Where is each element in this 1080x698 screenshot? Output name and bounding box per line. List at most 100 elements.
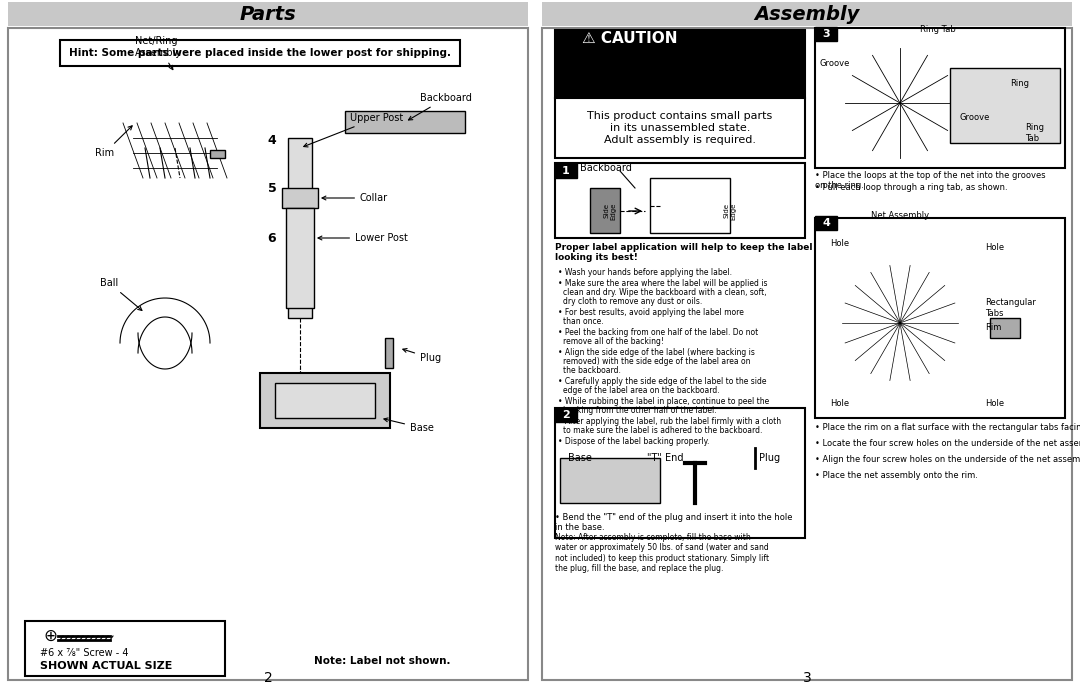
Text: Note: After assembly is complete, fill the base with
water or approximately 50 l: Note: After assembly is complete, fill t… — [555, 533, 769, 573]
Text: the backboard.: the backboard. — [563, 366, 621, 375]
Text: • Align the side edge of the label (where backing is: • Align the side edge of the label (wher… — [558, 348, 755, 357]
Bar — [555, 98, 805, 158]
Text: • Make sure the area where the label will be applied is: • Make sure the area where the label wil… — [558, 279, 768, 288]
Text: clean and dry. Wipe the backboard with a clean, soft,: clean and dry. Wipe the backboard with a… — [563, 288, 767, 297]
Text: than once.: than once. — [563, 317, 604, 326]
Bar — [561, 458, 660, 503]
Bar — [650, 178, 730, 233]
Text: removed) with the side edge of the label area on: removed) with the side edge of the label… — [563, 357, 751, 366]
Bar — [210, 150, 225, 158]
Text: SHOWN ACTUAL SIZE: SHOWN ACTUAL SIZE — [40, 661, 173, 671]
Text: Side
Edge: Side Edge — [724, 202, 737, 220]
Text: • Place the net assembly onto the rim.: • Place the net assembly onto the rim. — [815, 471, 977, 480]
Text: Base: Base — [568, 453, 592, 463]
Text: • Locate the four screw holes on the underside of the net assembly.: • Locate the four screw holes on the und… — [815, 439, 1080, 448]
Bar — [950, 68, 1059, 143]
Bar — [260, 373, 390, 428]
Bar — [60, 40, 460, 66]
Text: • Align the four screw holes on the underside of the net assembly with the four : • Align the four screw holes on the unde… — [815, 455, 1080, 464]
Text: • Place the loops at the top of the net into the grooves
on the ring.: • Place the loops at the top of the net … — [815, 171, 1045, 191]
Text: Groove: Groove — [960, 114, 990, 123]
Circle shape — [945, 368, 955, 378]
Circle shape — [740, 468, 770, 498]
Text: Ring
Tab: Ring Tab — [1025, 124, 1044, 142]
Bar — [288, 138, 312, 318]
Text: Lower Post: Lower Post — [318, 233, 408, 243]
Text: • Peel the backing from one half of the label. Do not: • Peel the backing from one half of the … — [558, 328, 758, 337]
Text: Ring Tab: Ring Tab — [920, 26, 956, 34]
Text: Assembly: Assembly — [754, 4, 860, 24]
Text: 1: 1 — [562, 166, 570, 176]
Bar — [25, 621, 225, 676]
Bar — [555, 408, 805, 538]
Circle shape — [846, 368, 855, 378]
Circle shape — [379, 328, 399, 348]
Text: • Bend the "T" end of the plug and insert it into the hole
in the base.: • Bend the "T" end of the plug and inser… — [555, 513, 793, 533]
Bar — [815, 218, 1065, 418]
Bar — [555, 163, 577, 178]
Text: Backboard: Backboard — [408, 93, 472, 120]
Text: Plug: Plug — [403, 348, 441, 363]
Text: Note: Label not shown.: Note: Label not shown. — [313, 656, 450, 666]
Text: 3: 3 — [802, 671, 811, 685]
Text: Ball: Ball — [100, 278, 141, 311]
Text: edge of the label area on the backboard.: edge of the label area on the backboard. — [563, 386, 719, 395]
Bar — [542, 28, 1072, 680]
Bar — [815, 28, 1065, 168]
Bar — [345, 111, 465, 133]
Text: 4: 4 — [268, 133, 276, 147]
Circle shape — [846, 268, 855, 279]
Bar — [555, 30, 805, 98]
Bar — [555, 408, 577, 422]
Bar — [384, 338, 393, 368]
Text: backing from the other half of the label.: backing from the other half of the label… — [563, 406, 717, 415]
Text: • Carefully apply the side edge of the label to the side: • Carefully apply the side edge of the l… — [558, 377, 767, 386]
Circle shape — [945, 268, 955, 279]
Text: Hint: Some parts were placed inside the lower post for shipping.: Hint: Some parts were placed inside the … — [69, 48, 451, 58]
Text: Rim: Rim — [95, 126, 132, 158]
Text: #6 x ⅞" Screw - 4: #6 x ⅞" Screw - 4 — [40, 648, 129, 658]
Text: Net/Ring
Assembly: Net/Ring Assembly — [135, 36, 183, 70]
Text: Net Assembly: Net Assembly — [870, 211, 929, 220]
Text: • Wash your hands before applying the label.: • Wash your hands before applying the la… — [558, 268, 732, 277]
Text: to make sure the label is adhered to the backboard.: to make sure the label is adhered to the… — [563, 426, 762, 435]
Text: dry cloth to remove any dust or oils.: dry cloth to remove any dust or oils. — [563, 297, 702, 306]
Text: Base: Base — [383, 418, 434, 433]
Text: Hole: Hole — [831, 239, 849, 248]
Text: Rectangular
Tabs: Rectangular Tabs — [985, 298, 1036, 318]
Bar — [555, 163, 805, 238]
Text: Side
Edge: Side Edge — [604, 202, 617, 220]
Text: 5: 5 — [268, 181, 276, 195]
Text: Hole: Hole — [985, 399, 1004, 408]
Text: • Pull each loop through a ring tab, as shown.: • Pull each loop through a ring tab, as … — [815, 183, 1008, 192]
Text: Proper label application will help to keep the label
looking its best!: Proper label application will help to ke… — [555, 243, 812, 262]
Text: Ring: Ring — [1010, 78, 1029, 87]
Text: Rim: Rim — [985, 323, 1001, 332]
Text: Collar: Collar — [322, 193, 388, 203]
Text: 3: 3 — [822, 29, 829, 39]
Bar — [275, 383, 375, 418]
Bar — [8, 28, 528, 680]
Text: • For best results, avoid applying the label more: • For best results, avoid applying the l… — [558, 308, 744, 317]
Text: Upper Post: Upper Post — [303, 113, 403, 147]
Bar — [815, 216, 837, 230]
Text: • Dispose of the label backing properly.: • Dispose of the label backing properly. — [558, 437, 710, 446]
Text: 2: 2 — [562, 410, 570, 420]
Text: 4: 4 — [822, 218, 829, 228]
Bar — [990, 318, 1020, 338]
Bar — [542, 2, 1072, 26]
Text: Backboard: Backboard — [580, 163, 632, 173]
Text: • Place the rim on a flat surface with the rectangular tabs facing up.: • Place the rim on a flat surface with t… — [815, 423, 1080, 432]
Bar — [8, 2, 528, 26]
Text: 2: 2 — [264, 671, 272, 685]
Text: • After applying the label, rub the label firmly with a cloth: • After applying the label, rub the labe… — [558, 417, 781, 426]
Text: • While rubbing the label in place, continue to peel the: • While rubbing the label in place, cont… — [558, 397, 769, 406]
Text: Groove: Groove — [820, 59, 850, 68]
Text: remove all of the backing!: remove all of the backing! — [563, 337, 664, 346]
Text: ⚠ CAUTION: ⚠ CAUTION — [582, 31, 678, 45]
Text: "T" End: "T" End — [647, 453, 684, 463]
Bar — [286, 208, 314, 308]
Bar — [590, 188, 620, 233]
Text: Hole: Hole — [985, 244, 1004, 253]
Text: Plug: Plug — [759, 453, 781, 463]
